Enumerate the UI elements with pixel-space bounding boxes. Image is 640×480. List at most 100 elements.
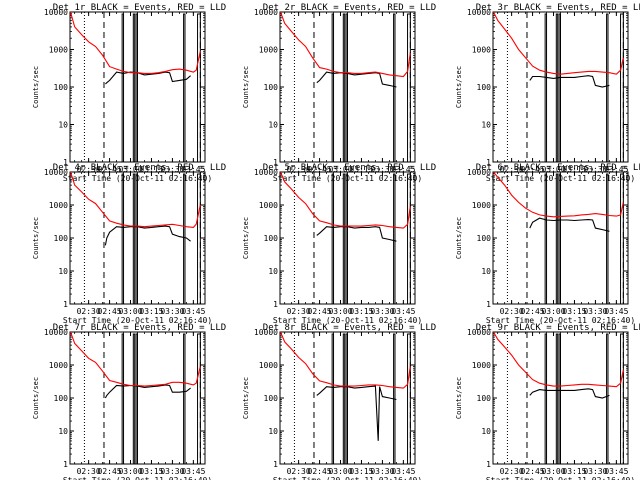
panel-title: Det 3r BLACK = Events, RED = LLD [476, 3, 640, 13]
y-tick-label: 10 [481, 121, 491, 130]
plot-area [280, 172, 411, 304]
x-tick-label: 03:15 [139, 467, 163, 476]
solid-marker-pair [197, 13, 201, 162]
x-tick-label: 02:45 [308, 307, 332, 316]
y-tick-label: 100 [264, 83, 279, 92]
plot-area [70, 12, 201, 162]
y-tick-label: 10000 [44, 328, 68, 337]
x-tick-label: 03:00 [541, 165, 565, 174]
y-tick-label: 10000 [467, 8, 491, 17]
lld-series-line [493, 172, 624, 218]
y-tick-label: 1 [273, 300, 278, 309]
x-tick-label: 02:30 [287, 165, 311, 174]
solid-marker-pair [132, 333, 136, 464]
lld-series-line [70, 332, 201, 387]
y-axis-label: Counts/sec [455, 217, 463, 259]
panel-title: Det 7r BLACK = Events, RED = LLD [53, 323, 226, 333]
x-tick-label: 03:00 [118, 307, 142, 316]
y-tick-label: 1000 [259, 201, 278, 210]
panel-title: Det 1r BLACK = Events, RED = LLD [53, 3, 226, 13]
events-series-line [529, 388, 610, 399]
x-tick-label: 02:45 [308, 467, 332, 476]
events-series-line [104, 225, 191, 246]
x-tick-label: 03:15 [139, 307, 163, 316]
x-tick-label: 03:00 [328, 307, 352, 316]
lld-series-line [493, 12, 624, 75]
solid-marker-pair [407, 173, 411, 304]
x-tick-label: 03:15 [349, 165, 373, 174]
y-tick-label: 1000 [472, 361, 491, 370]
x-tick-label: 02:30 [287, 307, 311, 316]
lld-series-line [493, 332, 624, 388]
solid-marker-pair [132, 13, 136, 162]
solid-marker-pair [606, 173, 609, 304]
solid-marker-pair [393, 173, 396, 304]
x-tick-label: 03:15 [139, 165, 163, 174]
events-series-line [105, 71, 191, 85]
x-tick-label: 03:30 [160, 307, 184, 316]
solid-marker-pair [555, 333, 559, 464]
lld-series-line [280, 332, 411, 389]
x-axis-label: Start Time (20-Oct-11 02:16:40) [63, 476, 212, 480]
y-axis-label: Counts/sec [242, 377, 250, 419]
x-tick-label: 02:45 [98, 467, 122, 476]
plot-area [70, 332, 201, 464]
x-axis-label: Start Time (20-Oct-11 02:16:40) [486, 476, 635, 480]
x-tick-label: 03:15 [562, 307, 586, 316]
y-tick-label: 10 [268, 267, 278, 276]
y-tick-label: 1000 [259, 46, 278, 55]
y-tick-label: 100 [477, 394, 492, 403]
x-axis-label: Start Time (20-Oct-11 02:16:40) [273, 476, 422, 480]
events-series-line [316, 71, 397, 88]
panel-title: Det 2r BLACK = Events, RED = LLD [263, 3, 436, 13]
solid-marker-pair [342, 173, 346, 304]
plot-area [493, 12, 624, 162]
y-axis-label: Counts/sec [455, 377, 463, 419]
solid-marker-pair [197, 333, 201, 464]
x-tick-label: 03:00 [118, 467, 142, 476]
y-tick-label: 10000 [254, 168, 278, 177]
y-tick-label: 1000 [472, 201, 491, 210]
y-tick-label: 10000 [467, 168, 491, 177]
plot-area [70, 172, 201, 304]
y-tick-label: 1 [486, 460, 491, 469]
panel-title: Det 5r BLACK = Events, RED = LLD [263, 163, 436, 173]
x-tick-label: 03:15 [349, 307, 373, 316]
x-tick-label: 03:30 [583, 165, 607, 174]
y-tick-label: 10000 [467, 328, 491, 337]
solid-marker-pair [342, 333, 346, 464]
x-tick-label: 03:30 [583, 467, 607, 476]
x-axis-label: Start Time (20-Oct-11 02:16:40) [63, 316, 212, 325]
solid-marker-pair [620, 13, 624, 162]
solid-marker-pair [620, 173, 624, 304]
plot-area [280, 332, 411, 464]
y-axis-label: Counts/sec [32, 66, 40, 108]
x-tick-label: 02:45 [98, 307, 122, 316]
x-tick-label: 02:30 [500, 467, 524, 476]
solid-marker-pair [620, 333, 624, 464]
panel-title: Det 6r BLACK = Events, RED = LLD [476, 163, 640, 173]
x-tick-label: 02:30 [77, 307, 101, 316]
x-tick-label: 03:15 [562, 467, 586, 476]
y-tick-label: 10 [481, 267, 491, 276]
y-tick-label: 10000 [44, 8, 68, 17]
y-tick-label: 10000 [44, 168, 68, 177]
y-axis-label: Counts/sec [242, 217, 250, 259]
y-tick-label: 10 [58, 121, 68, 130]
panel-9: Det 9r BLACK = Events, RED = LLD 1 10 100 10… [455, 323, 640, 480]
solid-marker-pair [393, 13, 396, 162]
panel-2: Det 2r BLACK = Events, RED = LLD 1 10 100 10… [242, 3, 436, 183]
panel-title: Det 4r BLACK = Events, RED = LLD [53, 163, 226, 173]
solid-marker-pair [345, 173, 348, 304]
solid-marker-pair [197, 173, 201, 304]
x-tick-label: 02:30 [287, 467, 311, 476]
solid-marker-pair [544, 13, 548, 162]
panel-6: Det 6r BLACK = Events, RED = LLD 1 10 100 10… [455, 163, 640, 325]
y-tick-label: 1 [63, 460, 68, 469]
x-tick-label: 03:30 [370, 165, 394, 174]
events-series-line [529, 217, 610, 232]
y-tick-label: 1000 [472, 46, 491, 55]
solid-marker-pair [331, 173, 335, 304]
x-tick-label: 03:00 [541, 467, 565, 476]
